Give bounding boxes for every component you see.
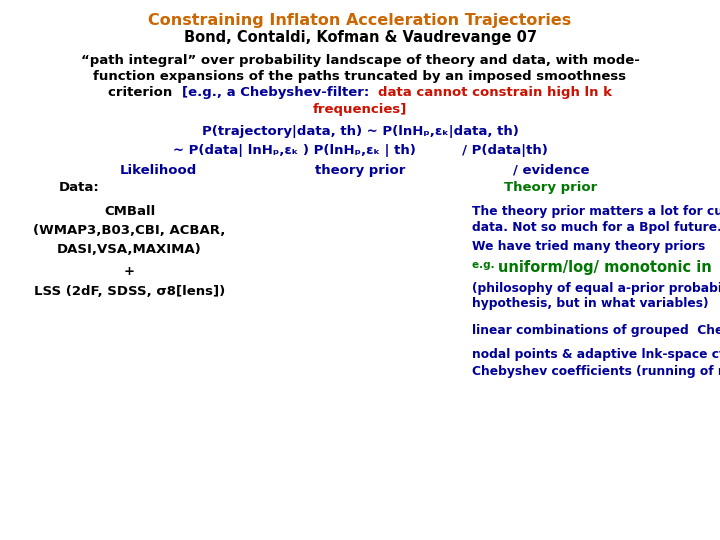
Text: uniform/log/ monotonic in   εₖ: uniform/log/ monotonic in εₖ xyxy=(498,260,720,275)
Text: Chebyshev coefficients (running of running ...): Chebyshev coefficients (running of runni… xyxy=(472,364,720,377)
Text: P(trajectory|data, th) ~ P(lnHₚ,εₖ|data, th): P(trajectory|data, th) ~ P(lnHₚ,εₖ|data,… xyxy=(202,125,518,138)
Text: Data:: Data: xyxy=(59,181,99,194)
Text: linear combinations of grouped  Chebyshev: linear combinations of grouped Chebyshev xyxy=(472,324,720,337)
Text: (WMAP3,B03,CBI, ACBAR,: (WMAP3,B03,CBI, ACBAR, xyxy=(33,224,226,237)
Text: Likelihood: Likelihood xyxy=(120,164,197,177)
Text: hypothesis, but in what variables): hypothesis, but in what variables) xyxy=(472,297,708,310)
Text: DASI,VSA,MAXIMA): DASI,VSA,MAXIMA) xyxy=(57,243,202,256)
Text: [e.g., a Chebyshev-filter:: [e.g., a Chebyshev-filter: xyxy=(181,86,378,99)
Text: CMBall: CMBall xyxy=(104,205,156,218)
Text: The theory prior matters a lot for current: The theory prior matters a lot for curre… xyxy=(472,205,720,218)
Text: “path integral” over probability landscape of theory and data, with mode-: “path integral” over probability landsca… xyxy=(81,54,639,67)
Text: Theory prior: Theory prior xyxy=(504,181,598,194)
Text: Constraining Inflaton Acceleration Trajectories: Constraining Inflaton Acceleration Traje… xyxy=(148,14,572,29)
Text: frequencies]: frequencies] xyxy=(312,103,408,116)
Text: We have tried many theory priors: We have tried many theory priors xyxy=(472,240,705,253)
Text: ~ P(data| lnHₚ,εₖ ) P(lnHₚ,εₖ | th)          / P(data|th): ~ P(data| lnHₚ,εₖ ) P(lnHₚ,εₖ | th) / P(… xyxy=(173,144,547,157)
Text: Bond, Contaldi, Kofman & Vaudrevange 07: Bond, Contaldi, Kofman & Vaudrevange 07 xyxy=(184,30,536,45)
Text: +: + xyxy=(124,265,135,278)
Text: data. Not so much for a Bpol future.: data. Not so much for a Bpol future. xyxy=(472,221,720,234)
Text: (philosophy of equal a-prior probability: (philosophy of equal a-prior probability xyxy=(472,282,720,295)
Text: criterion: criterion xyxy=(108,86,181,99)
Text: data cannot constrain high ln k: data cannot constrain high ln k xyxy=(378,86,612,99)
Text: function expansions of the paths truncated by an imposed smoothness: function expansions of the paths truncat… xyxy=(94,70,626,83)
Text: theory prior: theory prior xyxy=(315,164,405,177)
Text: e.g.: e.g. xyxy=(472,260,498,271)
Text: LSS (2dF, SDSS, σ8[lens]): LSS (2dF, SDSS, σ8[lens]) xyxy=(34,285,225,298)
Text: nodal points & adaptive lnk-space cf. straight: nodal points & adaptive lnk-space cf. st… xyxy=(472,348,720,361)
Text: / evidence: / evidence xyxy=(513,164,589,177)
